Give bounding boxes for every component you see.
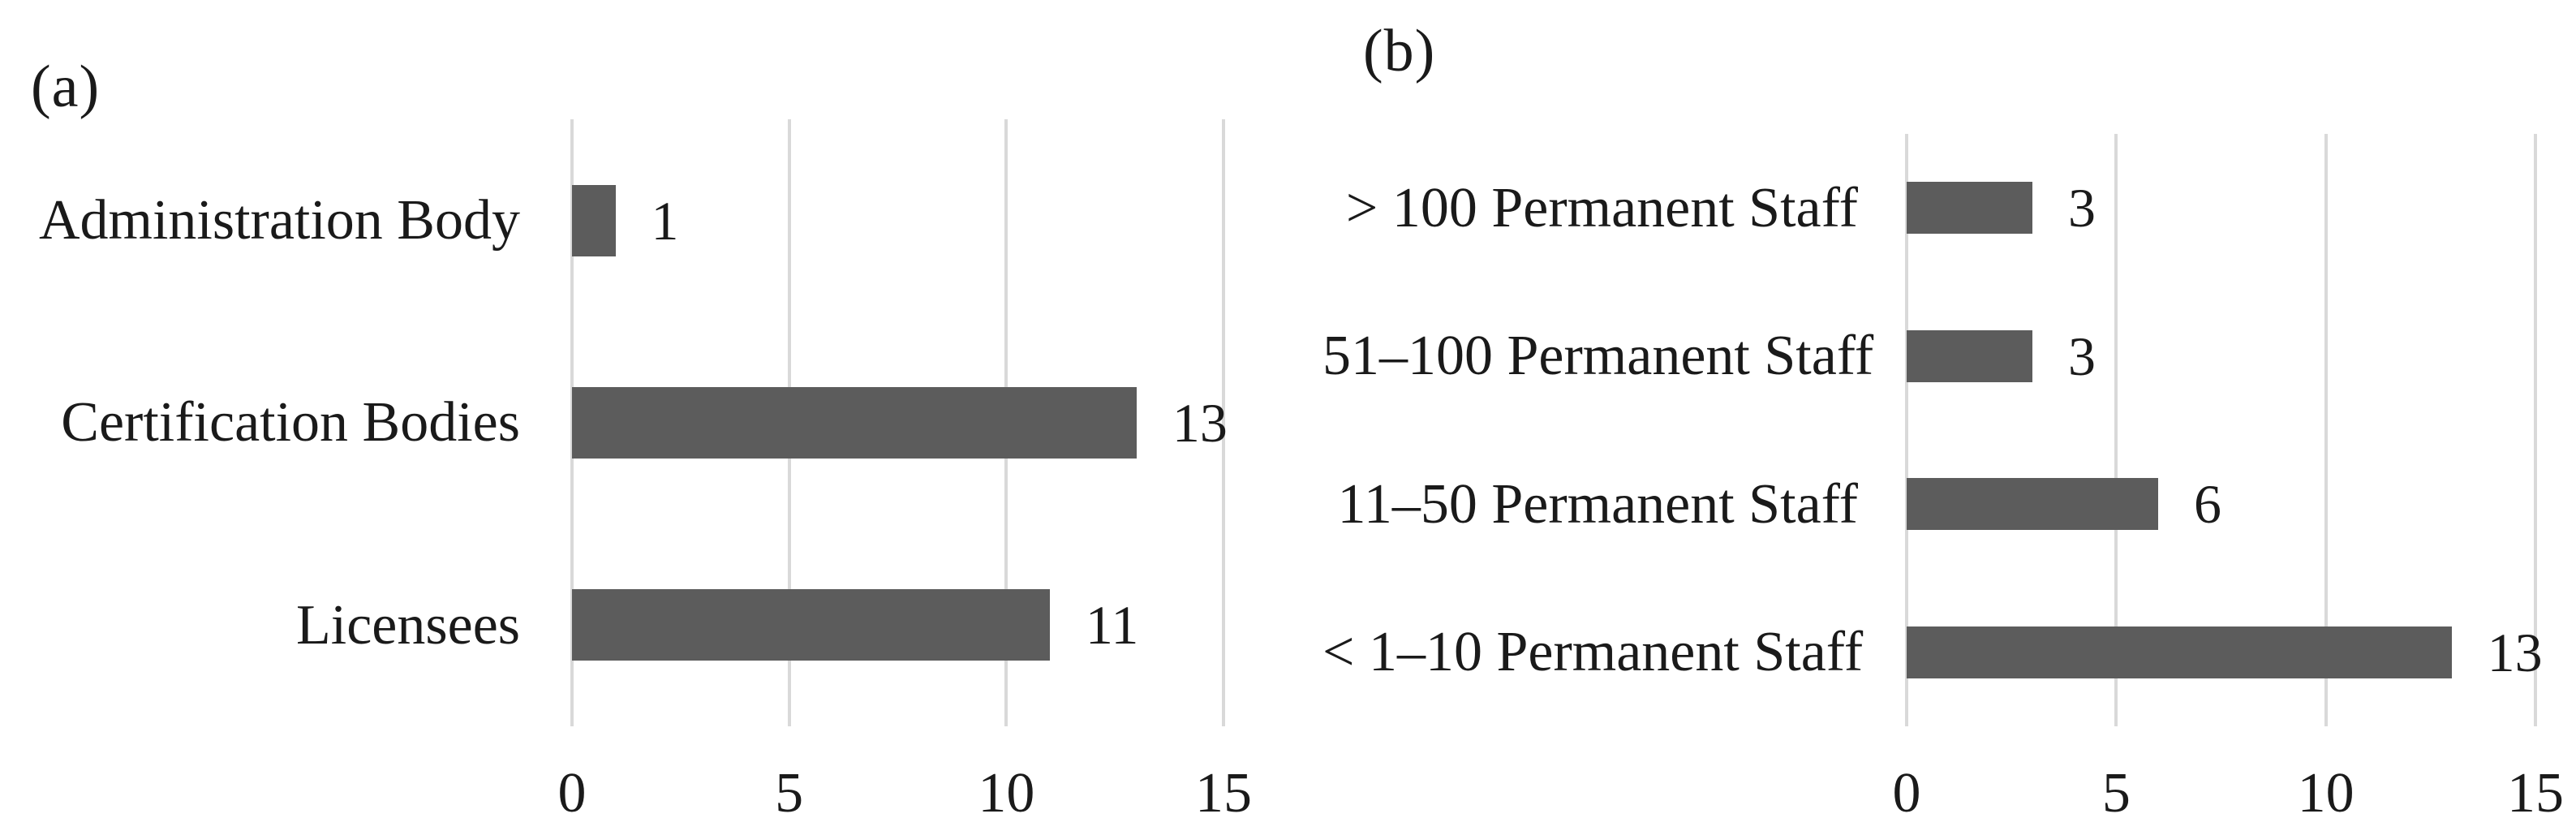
category-label: > 100 Permanent Staff bbox=[1345, 176, 1858, 239]
chart-a-panel-label: (a) bbox=[31, 54, 101, 120]
gridline bbox=[2534, 134, 2537, 726]
bar bbox=[572, 184, 616, 256]
bar-track: 3 bbox=[1907, 134, 2535, 282]
bar bbox=[572, 386, 1137, 459]
bar-value-label: 3 bbox=[2068, 177, 2096, 239]
bar-value-label: 13 bbox=[1172, 391, 1228, 454]
x-tick-label: 10 bbox=[2297, 762, 2355, 825]
chart-a-x-axis: 0 5 10 15 bbox=[558, 726, 1253, 828]
chart-b-rows: > 100 Permanent Staff 3 51–100 Permanent S… bbox=[1322, 134, 2543, 727]
chart-b-gridlines bbox=[1905, 134, 2537, 726]
bar-value-label: 3 bbox=[2068, 325, 2096, 387]
category-label: Certification Bodies bbox=[61, 391, 520, 454]
chart-row: 51–100 Permanent Staff 3 bbox=[1322, 282, 2535, 431]
category-label: < 1–10 Permanent Staff bbox=[1322, 621, 1864, 684]
chart-row: > 100 Permanent Staff 3 bbox=[1322, 134, 2535, 282]
gridline bbox=[2114, 134, 2118, 726]
chart-row: Administration Body 1 bbox=[0, 119, 1223, 321]
bar-value-label: 13 bbox=[2487, 621, 2543, 683]
chart-a: (a) Administration Body 1 Certification Bo… bbox=[0, 0, 1278, 831]
bar bbox=[1907, 478, 2158, 531]
x-tick-label: 10 bbox=[978, 762, 1035, 825]
bar-track: 3 bbox=[1907, 282, 2535, 431]
chart-row: Certification Bodies 13 bbox=[0, 321, 1228, 523]
chart-a-rows: Administration Body 1 Certification Bodies… bbox=[0, 119, 1228, 726]
gridline bbox=[1222, 119, 1225, 726]
bar-track: 13 bbox=[1907, 579, 2543, 727]
category-label: Licensees bbox=[296, 593, 520, 657]
bar-track: 11 bbox=[572, 524, 1223, 726]
gridline bbox=[2324, 134, 2328, 726]
chart-b-panel-label: (b) bbox=[1363, 18, 1436, 84]
bar bbox=[1907, 329, 2032, 382]
category-label: Administration Body bbox=[38, 189, 520, 252]
chart-row: < 1–10 Permanent Staff 13 bbox=[1322, 579, 2543, 727]
x-tick-label: 15 bbox=[1195, 762, 1252, 825]
chart-b: (b) > 100 Permanent Staff 3 51–100 Permane… bbox=[1322, 0, 2576, 831]
chart-row: Licensees 11 bbox=[0, 524, 1223, 726]
bar bbox=[1907, 626, 2452, 678]
bar bbox=[1907, 182, 2032, 235]
bar-value-label: 6 bbox=[2194, 473, 2221, 536]
bar-track: 13 bbox=[572, 321, 1228, 523]
x-tick-label: 0 bbox=[557, 762, 587, 825]
x-tick-label: 5 bbox=[775, 762, 804, 825]
bar-value-label: 11 bbox=[1085, 594, 1139, 657]
x-tick-label: 5 bbox=[2101, 762, 2131, 825]
chart-b-x-axis: 0 5 10 15 bbox=[1893, 726, 2565, 828]
category-label: 51–100 Permanent Staff bbox=[1322, 325, 1874, 388]
x-tick-label: 0 bbox=[1892, 762, 1921, 825]
bar bbox=[572, 589, 1050, 661]
gridline bbox=[1905, 134, 1908, 726]
bar-value-label: 1 bbox=[651, 189, 679, 252]
bar-track: 6 bbox=[1907, 430, 2535, 579]
bar-track: 1 bbox=[572, 119, 1223, 321]
x-tick-label: 15 bbox=[2507, 762, 2564, 825]
chart-row: 11–50 Permanent Staff 6 bbox=[1322, 430, 2535, 579]
category-label: 11–50 Permanent Staff bbox=[1337, 472, 1858, 536]
